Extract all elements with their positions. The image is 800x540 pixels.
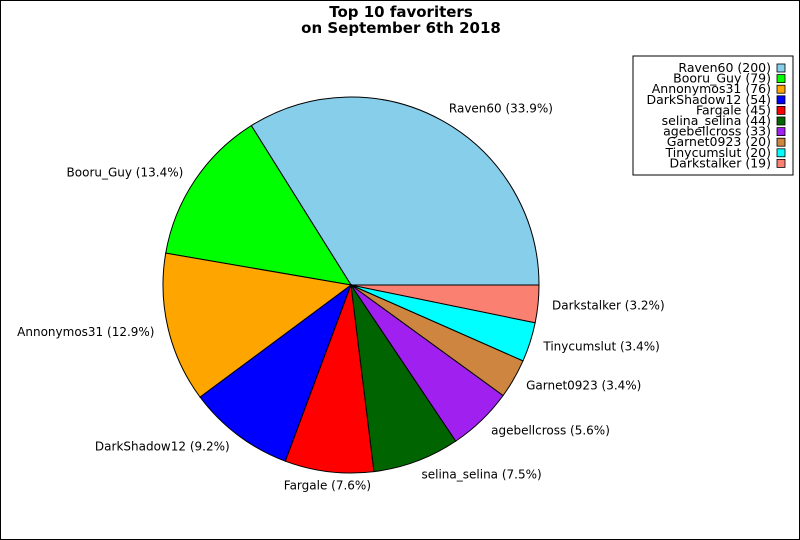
slice-label-garnet0923: Garnet0923 (3.4%)	[526, 379, 641, 393]
legend-swatch-garnet0923	[776, 137, 786, 147]
legend-label-darkshadow12: DarkShadow12 (54)	[646, 92, 771, 107]
pie-slice-darkshadow12	[199, 283, 353, 462]
slice-label-darkshadow12: DarkShadow12 (9.2%)	[95, 440, 230, 454]
legend-box	[632, 55, 794, 176]
legend-label-annonymos31: Annonymos31 (76)	[652, 81, 771, 96]
slice-label-darkstalker: Darkstalker (3.2%)	[552, 298, 665, 312]
slice-label-agebellcross: agebellcross (5.6%)	[491, 424, 610, 438]
legend-swatch-fargale	[776, 106, 786, 115]
legend-label-booru-guy: Booru_Guy (79)	[673, 71, 771, 86]
slice-label-raven60: Raven60 (33.9%)	[449, 101, 553, 115]
legend: Raven60 (200)Booru_Guy (79)Annonymos31 (…	[632, 55, 794, 176]
pie-slices	[162, 96, 540, 474]
pie-slice-raven60	[250, 96, 540, 286]
legend-label-darkstalker: Darkstalker (19)	[670, 155, 771, 170]
legend-swatch-darkshadow12	[776, 95, 786, 105]
legend-swatch-agebellcross	[776, 127, 786, 136]
legend-items: Raven60 (200)Booru_Guy (79)Annonymos31 (…	[646, 60, 786, 170]
legend-swatch-tinycumslut	[776, 148, 786, 158]
slice-label-annonymos31: Annonymos31 (12.9%)	[17, 325, 154, 339]
slice-label-fargale: Fargale (7.6%)	[284, 479, 371, 493]
legend-label-raven60: Raven60 (200)	[678, 60, 771, 75]
pie-slice-labels: Raven60 (33.9%) Booru_Guy (13.4%) Annonymo…	[17, 101, 664, 492]
pie-slice-darkstalker	[350, 284, 540, 324]
slice-label-booru-guy: Booru_Guy (13.4%)	[67, 165, 184, 179]
pie-slice-booru-guy	[165, 124, 353, 286]
chart-title-line-2: on September 6th 2018	[301, 19, 501, 37]
legend-label-fargale: Fargale (45)	[696, 102, 771, 117]
legend-label-garnet0923: Garnet0923 (20)	[667, 134, 771, 149]
slice-label-selina-selina: selina_selina (7.5%)	[422, 467, 542, 481]
legend-label-agebellcross: agebellcross (33)	[663, 124, 771, 139]
legend-swatch-selina-selina	[776, 116, 786, 126]
legend-label-selina-selina: selina_selina (44)	[662, 113, 771, 128]
legend-label-tinycumslut: Tinycumslut (20)	[665, 145, 771, 160]
legend-swatch-raven60	[776, 63, 786, 73]
legend-swatch-booru-guy	[776, 74, 786, 83]
chart-title-line-1: Top 10 favoriters	[329, 3, 473, 21]
legend-swatch-darkstalker	[776, 158, 786, 168]
slice-label-tinycumslut: Tinycumslut (3.4%)	[542, 339, 659, 353]
legend-swatch-annonymos31	[776, 84, 786, 94]
pie-slice-annonymos31	[162, 252, 353, 398]
